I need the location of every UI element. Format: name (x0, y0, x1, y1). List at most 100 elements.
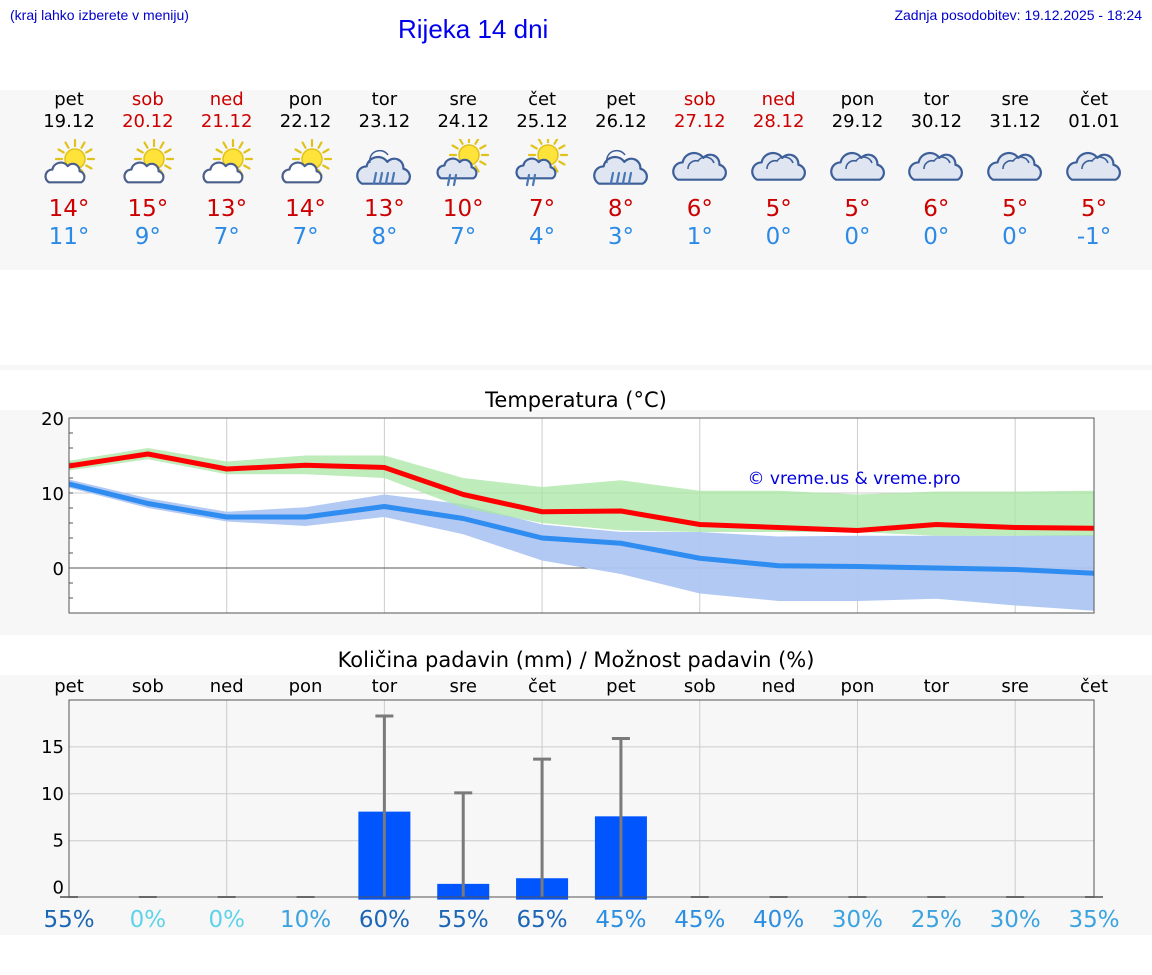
day-name: čet (1080, 89, 1109, 110)
category-label: sob (132, 676, 164, 697)
sun-rain-icon (515, 139, 569, 187)
day-name: sre (449, 89, 477, 110)
day-name: ned (761, 89, 796, 110)
rain-drop (609, 171, 615, 185)
category-label: pon (841, 676, 875, 697)
max-temperature: 5° (765, 196, 792, 222)
plot-frame (68, 699, 1095, 898)
precipitation-chart-title: Količina padavin (mm) / Možnost padavin … (337, 648, 815, 672)
max-temperature: 5° (1080, 196, 1108, 222)
min-temperature-line (68, 481, 1095, 576)
precipitation-probability: 35% (1068, 907, 1119, 933)
cloud-inner (686, 156, 715, 170)
min-temperature: 7° (213, 224, 240, 250)
cloud-inner (923, 156, 952, 170)
cloud-inner (765, 156, 794, 170)
sun-ray (553, 139, 559, 145)
sun-ray (474, 139, 480, 145)
precipitation-probability: 0% (208, 907, 245, 933)
category-label: sre (1001, 676, 1028, 697)
sun-ray (553, 165, 559, 173)
sun-ray (474, 165, 480, 173)
max-temperature: 5° (844, 196, 871, 222)
sun-ray (238, 141, 244, 149)
max-temperature-line (68, 451, 1095, 533)
sun-ray (164, 148, 172, 154)
day-date: 20.12 (122, 111, 174, 132)
day-name: pet (606, 89, 636, 110)
cloud-shape (436, 157, 478, 180)
max-temperature: 13° (364, 196, 405, 222)
rain-drop (525, 173, 531, 187)
cloud-shape (123, 161, 165, 184)
rain-drop (447, 173, 452, 187)
sun-ray (321, 164, 330, 170)
sun-ray (300, 141, 307, 149)
region-menu-hint[interactable]: (kraj lahko izberete v meniju) (10, 7, 189, 23)
separator-band (0, 365, 1152, 370)
rain-drop (621, 171, 627, 185)
precipitation-chart: pet sob ned pon tor sre čet pet sob ned pon tor sre č… (41, 676, 1119, 933)
category-label: čet (1080, 676, 1108, 697)
category-label: tor (372, 676, 398, 697)
day-column: pet 19.12 14° 11° (29, 89, 109, 251)
precipitation-probability: 55% (438, 907, 489, 933)
rain-drop (373, 171, 378, 185)
sun-ray (451, 144, 460, 150)
precipitation-probability: 0% (130, 907, 167, 933)
max-temperature: 8° (607, 196, 634, 222)
sun-ray (159, 141, 165, 149)
sun-ray (458, 139, 464, 145)
y-tick-label: 10 (41, 484, 64, 505)
category-label: pon (289, 676, 323, 697)
category-label: ned (210, 676, 244, 697)
max-temperature: 14° (285, 196, 326, 222)
precipitation-probability: 60% (359, 907, 410, 933)
day-column: pon 22.12 14° 7° (266, 89, 346, 251)
cloud-icon (1066, 151, 1122, 181)
day-date: 27.12 (674, 111, 726, 132)
max-temperature: 6° (923, 196, 950, 222)
sun-ray (530, 144, 538, 150)
cloud-icon (987, 151, 1043, 181)
partly-sunny-icon (44, 139, 96, 184)
sun-ray (85, 148, 93, 154)
day-column: pet 26.12 8° 3° (581, 89, 661, 251)
min-temperature: 1° (686, 224, 713, 250)
cloud-icon (829, 151, 885, 181)
sun-ray (321, 148, 330, 154)
precipitation-probability: 25% (911, 907, 962, 933)
last-updated: Zadnja posodobitev: 19.12.2025 - 18:24 (894, 7, 1142, 23)
max-temperature: 13° (206, 196, 248, 222)
min-temperature: 7° (292, 224, 319, 250)
sun-ray (316, 141, 323, 149)
min-temperature: 9° (134, 224, 161, 250)
max-temperature: 14° (48, 196, 90, 222)
cloud-shape (202, 161, 244, 184)
cloud-shape (908, 151, 964, 181)
sun-ray (293, 148, 302, 154)
precipitation-probability: 45% (674, 907, 725, 933)
page-title: Rijeka 14 dni (398, 14, 549, 44)
day-column: ned 28.12 5° 0° (739, 89, 819, 251)
cloud-shape (987, 151, 1043, 181)
day-name: sob (683, 89, 716, 110)
sun-ray (80, 141, 86, 149)
precipitation-probability: 65% (517, 907, 568, 933)
sun-ray (85, 164, 93, 170)
sun-ray (242, 148, 251, 154)
plot-frame (68, 417, 1095, 614)
cloud-shape (1066, 151, 1122, 181)
day-column: tor 30.12 6° 0° (896, 89, 976, 251)
category-label: pet (54, 676, 84, 697)
day-date: 30.12 (910, 111, 963, 132)
rain-cloud-icon (356, 149, 412, 185)
sun-ray (479, 160, 487, 166)
cloud-shape (44, 161, 86, 184)
day-name: pet (54, 89, 84, 110)
day-name: čet (528, 89, 557, 110)
cloud-inner (844, 156, 873, 170)
cloud-shape (829, 151, 885, 181)
y-tick-label: 10 (41, 784, 64, 805)
max-temperature-band (69, 448, 1094, 536)
